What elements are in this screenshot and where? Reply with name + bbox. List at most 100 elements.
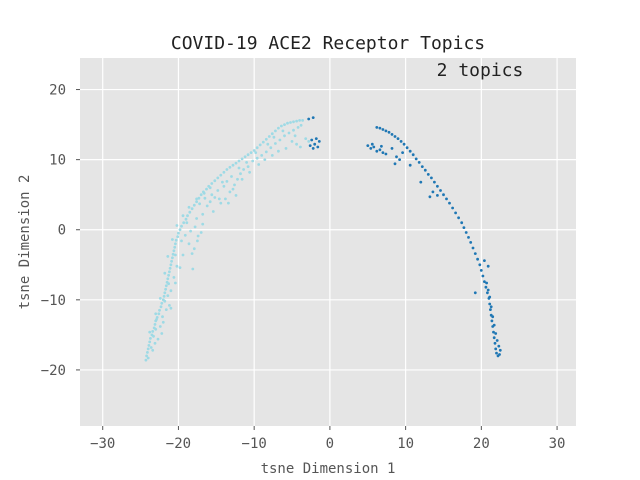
scatter-point <box>495 339 499 342</box>
scatter-point <box>381 151 385 155</box>
scatter-point <box>213 196 217 199</box>
scatter-point <box>372 145 376 149</box>
scatter-point <box>486 291 489 295</box>
scatter-point <box>270 154 274 157</box>
scatter-point <box>230 175 233 178</box>
y-tick-label: 20 <box>49 83 66 99</box>
scatter-point <box>201 212 205 216</box>
scatter-point <box>237 159 241 163</box>
scatter-point <box>393 135 397 138</box>
scatter-point <box>190 252 194 256</box>
scatter-point <box>494 332 498 335</box>
x-tick-label: 20 <box>473 436 490 452</box>
scatter-point <box>431 190 435 194</box>
scatter-point <box>158 325 162 328</box>
scatter-point <box>202 191 206 195</box>
scatter-point <box>493 341 497 345</box>
scatter-points <box>144 116 502 362</box>
scatter-point <box>311 116 315 119</box>
scatter-point <box>198 202 202 206</box>
scatter-point <box>171 238 174 241</box>
y-tick-label: −10 <box>41 293 66 309</box>
scatter-point <box>269 146 273 150</box>
scatter-point <box>186 214 189 218</box>
scatter-point <box>257 163 261 166</box>
scatter-point <box>196 239 199 243</box>
scatter-point <box>178 228 182 232</box>
scatter-point <box>398 158 401 162</box>
scatter-point <box>491 315 495 319</box>
scatter-point <box>227 201 230 205</box>
scatter-point <box>486 288 490 292</box>
scatter-point <box>154 327 158 331</box>
scatter-point <box>264 137 268 141</box>
scatter-point <box>180 239 183 243</box>
scatter-point <box>384 129 388 133</box>
scatter-point <box>166 255 170 258</box>
y-axis-label: tsne Dimension 2 <box>17 175 33 310</box>
scatter-point <box>228 165 232 169</box>
scatter-point <box>488 295 492 299</box>
scatter-point <box>405 146 409 150</box>
scatter-point <box>233 183 236 187</box>
scatter-point <box>307 117 311 121</box>
scatter-point <box>246 165 250 169</box>
scatter-point <box>485 281 488 285</box>
scatter-point <box>270 132 274 136</box>
scatter-point <box>216 176 220 180</box>
y-axis-ticks: −20 −10 0 10 20 <box>41 83 80 379</box>
y-tick-label: −20 <box>41 363 66 379</box>
scatter-point <box>161 320 165 324</box>
scatter-point <box>316 145 320 149</box>
x-tick-label: 0 <box>326 436 334 452</box>
scatter-point <box>167 282 171 286</box>
scatter-point <box>467 236 470 239</box>
scatter-point <box>292 120 295 124</box>
scatter-point <box>152 334 155 338</box>
scatter-point <box>301 119 304 122</box>
scatter-point <box>484 285 488 289</box>
scatter-point <box>251 159 255 163</box>
scatter-point <box>146 356 150 360</box>
scatter-point <box>258 143 262 147</box>
scatter-point <box>492 323 496 327</box>
scatter-point <box>187 242 191 246</box>
scatter-point <box>462 226 466 230</box>
scatter-point <box>304 137 308 141</box>
scatter-point <box>307 140 311 143</box>
scatter-point <box>278 138 282 142</box>
scatter-point <box>168 270 171 274</box>
scatter-point <box>296 126 300 129</box>
scatter-point <box>158 297 162 300</box>
scatter-point <box>299 145 302 149</box>
scatter-point <box>473 252 477 256</box>
scatter-point <box>167 273 171 277</box>
scatter-point <box>240 157 244 161</box>
scatter-point <box>203 196 207 200</box>
scatter-point <box>287 131 291 135</box>
scatter-point <box>451 206 454 210</box>
x-tick-label: −30 <box>90 436 115 452</box>
scatter-point <box>255 156 259 160</box>
scatter-point <box>155 318 158 321</box>
scatter-point <box>149 337 152 340</box>
scatter-point <box>283 123 286 126</box>
scatter-point <box>495 351 498 355</box>
scatter-point <box>234 161 238 165</box>
scatter-point <box>222 170 226 174</box>
scatter-point <box>411 153 415 157</box>
scatter-point <box>479 269 483 272</box>
scatter-point <box>448 201 451 205</box>
scatter-point <box>369 147 373 150</box>
scatter-point <box>399 140 403 143</box>
scatter-point <box>476 257 479 261</box>
scatter-point <box>180 224 183 228</box>
scatter-point <box>208 200 212 204</box>
scatter-point <box>155 316 159 319</box>
scatter-series-1 <box>144 119 311 362</box>
scatter-point <box>236 177 239 181</box>
scatter-point <box>380 144 383 148</box>
scatter-point <box>185 221 189 225</box>
scatter-point <box>221 180 224 184</box>
